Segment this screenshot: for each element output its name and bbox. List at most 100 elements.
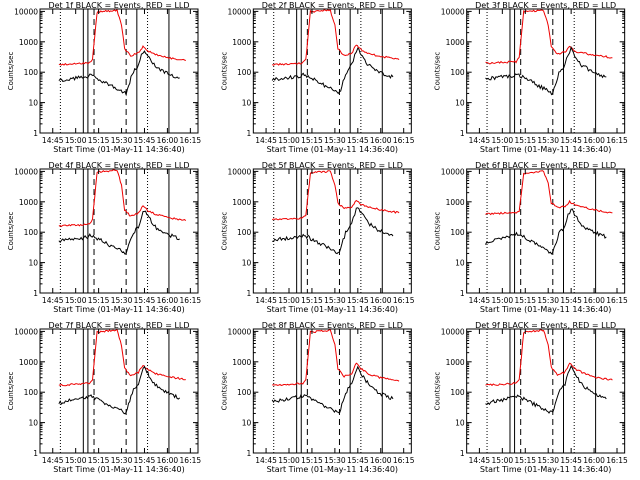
y-axis-label: Counts/sec — [7, 372, 15, 411]
y-tick-label: 1000 — [446, 198, 465, 207]
y-tick-label: 10 — [242, 99, 252, 108]
x-axis-label: Start Time (01-May-11 14:36:40) — [267, 145, 398, 154]
x-tick-label: 14:45 — [469, 136, 491, 145]
y-tick-label: 1 — [33, 129, 38, 138]
x-tick-label: 16:00 — [370, 136, 392, 145]
panel-det-5: Det 5f BLACK = Events, RED = LLD 1 10 100 10… — [220, 161, 414, 314]
x-tick-label: 16:00 — [157, 456, 179, 465]
panel-title: Det 4f BLACK = Events, RED = LLD — [48, 161, 189, 170]
y-axis-label: Counts/sec — [220, 52, 228, 91]
x-tick-label: 16:00 — [370, 296, 392, 305]
x-tick-label: 14:45 — [255, 456, 277, 465]
x-tick-label: 16:15 — [180, 456, 202, 465]
plot-frame — [39, 168, 199, 294]
plot-frame — [39, 328, 199, 454]
panel-det-4: Det 4f BLACK = Events, RED = LLD 1 10 100 10… — [7, 161, 201, 314]
y-tick-label: 100 — [24, 228, 39, 237]
x-tick-label: 14:45 — [42, 296, 64, 305]
series-events-line — [485, 365, 607, 414]
x-tick-label: 15:45 — [347, 136, 369, 145]
y-axis-label: Counts/sec — [434, 212, 442, 251]
x-tick-label: 16:00 — [370, 456, 392, 465]
panel-det-9: Det 9f BLACK = Events, RED = LLD 1 10 100 10… — [434, 321, 628, 474]
y-tick-label: 10 — [28, 99, 38, 108]
series-lld-line — [271, 170, 400, 221]
x-tick-label: 16:00 — [157, 136, 179, 145]
y-tick-label: 1000 — [19, 198, 38, 207]
series-events-line — [271, 47, 394, 95]
x-tick-label: 15:15 — [301, 456, 323, 465]
panel-det-8: Det 8f BLACK = Events, RED = LLD 1 10 100 10… — [220, 321, 414, 474]
x-tick-label: 15:30 — [324, 296, 346, 305]
x-axis-label: Start Time (01-May-11 14:36:40) — [53, 305, 184, 314]
x-tick-label: 15:15 — [88, 136, 110, 145]
series-lld-line — [272, 329, 400, 386]
x-tick-label: 15:30 — [537, 456, 559, 465]
x-tick-label: 16:15 — [606, 296, 628, 305]
x-tick-label: 15:45 — [560, 296, 582, 305]
x-tick-label: 16:15 — [393, 456, 415, 465]
y-tick-label: 10 — [28, 419, 38, 428]
y-tick-label: 1000 — [232, 38, 251, 47]
y-tick-label: 1 — [247, 129, 252, 138]
plot-frame — [466, 8, 626, 134]
x-tick-label: 15:30 — [324, 456, 346, 465]
panel-title: Det 1f BLACK = Events, RED = LLD — [48, 1, 189, 10]
x-tick-label: 16:15 — [393, 136, 415, 145]
y-tick-label: 1000 — [232, 358, 251, 367]
x-tick-label: 15:15 — [514, 136, 536, 145]
series-events-line — [272, 207, 394, 255]
x-tick-label: 15:30 — [111, 456, 133, 465]
y-tick-label: 1 — [247, 289, 252, 298]
y-tick-label: 10 — [455, 259, 465, 268]
panel-det-7: Det 7f BLACK = Events, RED = LLD 1 10 100 10… — [7, 321, 201, 474]
plot-frame — [466, 328, 626, 454]
y-tick-label: 100 — [450, 68, 465, 77]
y-tick-label: 1 — [33, 289, 38, 298]
panel-det-2: Det 2f BLACK = Events, RED = LLD 1 10 100 10… — [220, 1, 414, 154]
x-tick-label: 15:45 — [560, 456, 582, 465]
series-lld-line — [58, 169, 187, 228]
y-tick-label: 10 — [455, 99, 465, 108]
y-tick-label: 10000 — [14, 7, 38, 16]
panel-title: Det 5f BLACK = Events, RED = LLD — [262, 161, 403, 170]
panel-det-3: Det 3f BLACK = Events, RED = LLD 1 10 100 10… — [434, 1, 628, 154]
y-axis-label: Counts/sec — [434, 52, 442, 91]
y-tick-label: 1 — [247, 449, 252, 458]
y-tick-label: 10 — [455, 419, 465, 428]
y-tick-label: 10000 — [14, 327, 38, 336]
x-tick-label: 14:45 — [469, 296, 491, 305]
x-tick-label: 15:15 — [88, 296, 110, 305]
y-axis-label: Counts/sec — [434, 372, 442, 411]
x-axis-label: Start Time (01-May-11 14:36:40) — [480, 145, 611, 154]
x-tick-label: 14:45 — [469, 456, 491, 465]
series-events-line — [58, 210, 180, 255]
y-tick-label: 10000 — [227, 167, 251, 176]
x-tick-label: 15:00 — [65, 296, 87, 305]
series-lld-line — [485, 329, 613, 387]
x-tick-label: 15:45 — [134, 136, 156, 145]
series-lld-line — [485, 170, 613, 216]
x-tick-label: 16:15 — [606, 136, 628, 145]
y-tick-label: 10000 — [441, 7, 465, 16]
x-axis-label: Start Time (01-May-11 14:36:40) — [267, 465, 398, 474]
x-tick-label: 15:30 — [537, 136, 559, 145]
y-axis-label: Counts/sec — [220, 372, 228, 411]
x-tick-label: 15:45 — [347, 296, 369, 305]
x-tick-label: 15:00 — [492, 456, 514, 465]
x-tick-label: 15:00 — [278, 136, 300, 145]
y-tick-label: 10000 — [441, 167, 465, 176]
x-tick-label: 15:45 — [347, 456, 369, 465]
panel-title: Det 7f BLACK = Events, RED = LLD — [48, 321, 189, 330]
series-lld-line — [58, 8, 187, 66]
x-tick-label: 15:15 — [301, 136, 323, 145]
x-tick-label: 15:00 — [278, 296, 300, 305]
x-tick-label: 15:45 — [134, 456, 156, 465]
x-tick-label: 16:15 — [180, 296, 202, 305]
x-tick-label: 16:00 — [583, 456, 605, 465]
panel-title: Det 2f BLACK = Events, RED = LLD — [262, 1, 403, 10]
x-tick-label: 14:45 — [42, 456, 64, 465]
x-tick-label: 15:00 — [278, 456, 300, 465]
y-tick-label: 100 — [24, 388, 39, 397]
